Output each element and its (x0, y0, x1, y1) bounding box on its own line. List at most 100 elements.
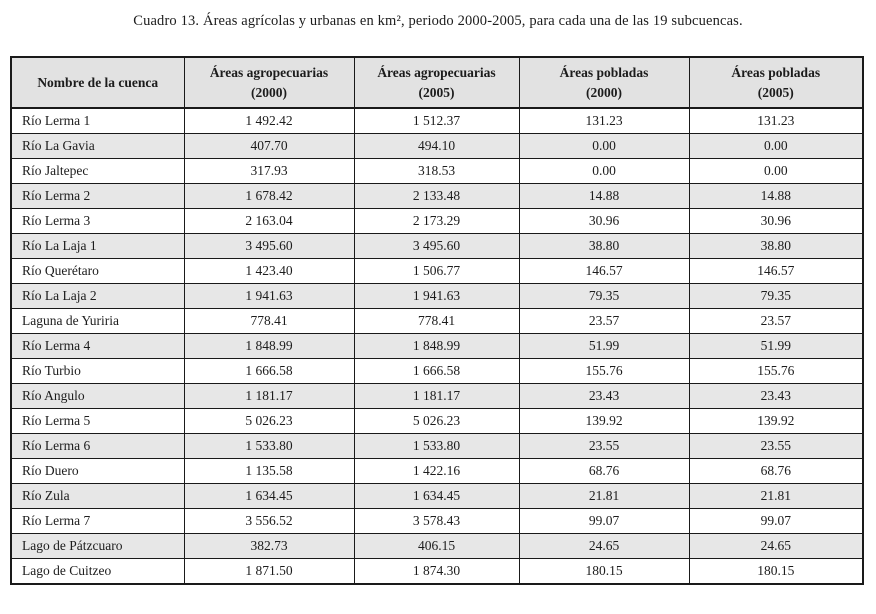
cuenca-name-cell: Río Lerma 7 (10, 508, 185, 535)
area-value-cell: 180.15 (688, 558, 864, 585)
area-value-cell: 155.76 (688, 358, 864, 385)
area-value-cell: 21.81 (688, 483, 864, 510)
column-header-agropecuarias-2005: Áreas agropecuarias (2005) (353, 56, 520, 110)
area-value-cell: 139.92 (518, 408, 690, 435)
area-value-cell: 79.35 (688, 283, 864, 310)
cuenca-name-cell: Río Jaltepec (10, 158, 185, 185)
table-row: Lago de Cuitzeo 1 871.50 1 874.30 180.15 180… (10, 558, 864, 585)
cuenca-name-cell: Río Lerma 1 (10, 107, 185, 135)
area-value-cell: 3 578.43 (353, 508, 520, 535)
data-table: Nombre de la cuenca Áreas agropecuarias … (10, 56, 864, 586)
table-row: Río Querétaro 1 423.40 1 506.77 146.57 146.5… (10, 258, 864, 285)
area-value-cell: 494.10 (353, 133, 520, 160)
column-header-year: (2005) (757, 84, 794, 100)
area-value-cell: 3 495.60 (353, 233, 520, 260)
table-row: Río Jaltepec 317.93 318.53 0.00 0.00 (10, 158, 864, 185)
area-value-cell: 131.23 (518, 107, 690, 135)
area-value-cell: 99.07 (688, 508, 864, 535)
column-header-label: Áreas pobladas (731, 65, 821, 80)
cuenca-name-cell: Río La Laja 2 (10, 283, 185, 310)
area-value-cell: 1 422.16 (353, 458, 520, 485)
cuenca-name-cell: Río Lerma 5 (10, 408, 185, 435)
area-value-cell: 1 135.58 (183, 458, 355, 485)
area-value-cell: 1 848.99 (353, 333, 520, 360)
area-value-cell: 0.00 (518, 133, 690, 160)
column-header-year: (2005) (418, 84, 455, 100)
area-value-cell: 406.15 (353, 533, 520, 560)
column-header-label: Áreas agropecuarias (377, 65, 496, 80)
area-value-cell: 1 634.45 (183, 483, 355, 510)
document-page: Cuadro 13. Áreas agrícolas y urbanas en … (10, 13, 864, 586)
area-value-cell: 79.35 (518, 283, 690, 310)
area-value-cell: 2 163.04 (183, 208, 355, 235)
column-header-pobladas-2005: Áreas pobladas (2005) (688, 56, 864, 110)
cuenca-name-cell: Río La Gavia (10, 133, 185, 160)
area-value-cell: 24.65 (688, 533, 864, 560)
area-value-cell: 23.55 (518, 433, 690, 460)
table-row: Lago de Pátzcuaro 382.73 406.15 24.65 24.65 (10, 533, 864, 560)
column-header-year: (2000) (251, 84, 287, 100)
area-value-cell: 139.92 (688, 408, 864, 435)
column-header-label: Nombre de la cuenca (37, 74, 159, 90)
area-value-cell: 1 848.99 (183, 333, 355, 360)
cuenca-name-cell: Río Lerma 2 (10, 183, 185, 210)
area-value-cell: 778.41 (183, 308, 355, 335)
area-value-cell: 2 173.29 (353, 208, 520, 235)
area-value-cell: 3 495.60 (183, 233, 355, 260)
cuenca-name-cell: Río Querétaro (10, 258, 185, 285)
area-value-cell: 1 666.58 (353, 358, 520, 385)
area-value-cell: 318.53 (353, 158, 520, 185)
table-row: Río Turbio 1 666.58 1 666.58 155.76 155.76 (10, 358, 864, 385)
cuenca-name-cell: Río Turbio (10, 358, 185, 385)
area-value-cell: 5 026.23 (183, 408, 355, 435)
area-value-cell: 68.76 (688, 458, 864, 485)
area-value-cell: 0.00 (518, 158, 690, 185)
cuenca-name-cell: Lago de Cuitzeo (10, 558, 185, 585)
area-value-cell: 407.70 (183, 133, 355, 160)
table-row: Río Angulo 1 181.17 1 181.17 23.43 23.43 (10, 383, 864, 410)
area-value-cell: 68.76 (518, 458, 690, 485)
cuenca-name-cell: Río Lerma 3 (10, 208, 185, 235)
area-value-cell: 1 941.63 (183, 283, 355, 310)
area-value-cell: 1 666.58 (183, 358, 355, 385)
area-value-cell: 2 133.48 (353, 183, 520, 210)
area-value-cell: 23.57 (688, 308, 864, 335)
cuenca-name-cell: Río Lerma 4 (10, 333, 185, 360)
area-value-cell: 155.76 (518, 358, 690, 385)
table-caption: Cuadro 13. Áreas agrícolas y urbanas en … (133, 13, 743, 29)
area-value-cell: 180.15 (518, 558, 690, 585)
area-value-cell: 99.07 (518, 508, 690, 535)
area-value-cell: 51.99 (688, 333, 864, 360)
area-value-cell: 30.96 (688, 208, 864, 235)
area-value-cell: 146.57 (688, 258, 864, 285)
area-value-cell: 317.93 (183, 158, 355, 185)
area-value-cell: 23.43 (518, 383, 690, 410)
cuenca-name-cell: Laguna de Yuriria (10, 308, 185, 335)
column-header-year: (2000) (586, 84, 622, 100)
area-value-cell: 1 492.42 (183, 107, 355, 135)
area-value-cell: 1 874.30 (353, 558, 520, 585)
area-value-cell: 131.23 (688, 107, 864, 135)
area-value-cell: 1 181.17 (183, 383, 355, 410)
area-value-cell: 21.81 (518, 483, 690, 510)
column-header-agropecuarias-2000: Áreas agropecuarias (2000) (183, 56, 355, 110)
area-value-cell: 1 512.37 (353, 107, 520, 135)
cuenca-name-cell: Río La Laja 1 (10, 233, 185, 260)
area-value-cell: 1 634.45 (353, 483, 520, 510)
area-value-cell: 1 678.42 (183, 183, 355, 210)
area-value-cell: 0.00 (688, 133, 864, 160)
cuenca-name-cell: Río Duero (10, 458, 185, 485)
area-value-cell: 38.80 (518, 233, 690, 260)
area-value-cell: 30.96 (518, 208, 690, 235)
column-header-label: Áreas pobladas (559, 65, 649, 80)
area-value-cell: 1 181.17 (353, 383, 520, 410)
